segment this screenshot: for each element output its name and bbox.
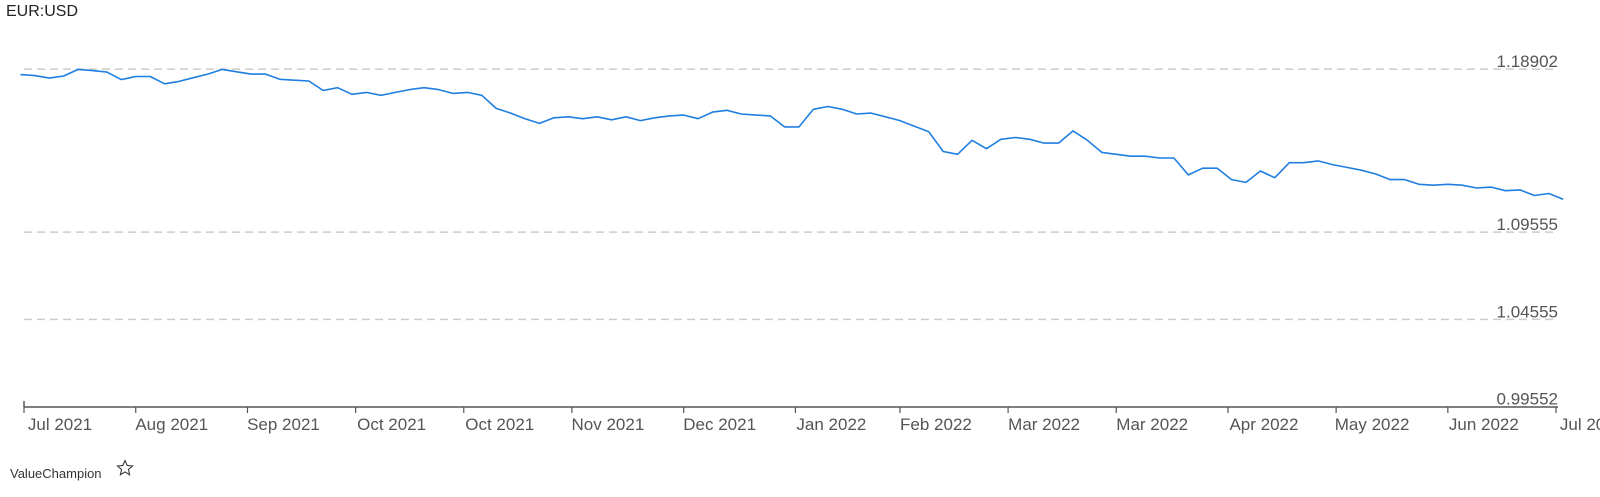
x-tick-label-14: Jul 2022	[1560, 415, 1600, 434]
x-tick-label-3: Oct 2021	[357, 415, 426, 434]
x-tick-label-1: Aug 2021	[135, 415, 208, 434]
chart-title: EUR:USD	[6, 3, 79, 20]
axes	[23, 401, 1558, 413]
x-tick-label-11: Apr 2022	[1229, 415, 1298, 434]
x-tick-label-9: Mar 2022	[1008, 415, 1080, 434]
grid-lines	[24, 68, 1556, 321]
series-layer	[20, 68, 1564, 201]
y-tick-label-2: 1.04555	[1497, 302, 1558, 321]
x-axis-labels: Jul 2021 Aug 2021 Sep 2021 Oct 2021 Oct 2021…	[28, 415, 1600, 434]
x-tick-label-6: Dec 2021	[683, 415, 756, 434]
x-tick-label-8: Feb 2022	[900, 415, 972, 434]
brand-logo-text: ValueChampion	[10, 466, 102, 481]
star-icon	[116, 459, 134, 476]
y-tick-label-3: 0.99552	[1497, 390, 1558, 409]
x-tick-label-5: Nov 2021	[572, 415, 645, 434]
x-tick-label-2: Sep 2021	[247, 415, 320, 434]
series-line-0	[20, 68, 1564, 201]
x-tick-label-10: Mar 2022	[1116, 415, 1188, 434]
y-tick-label-0: 1.18902	[1497, 52, 1558, 71]
y-axis-labels: 1.18902 1.09555 1.04555 0.99552	[1497, 52, 1558, 408]
eurusd-line-chart: 1.18902 1.09555 1.04555 0.99552 Jul 2021 Aug…	[20, 52, 1600, 434]
x-tick-label-12: May 2022	[1335, 415, 1410, 434]
x-tick-label-4: Oct 2021	[465, 415, 534, 434]
x-tick-label-0: Jul 2021	[28, 415, 92, 434]
y-tick-label-1: 1.09555	[1497, 215, 1558, 234]
x-tick-label-13: Jun 2022	[1449, 415, 1519, 434]
x-tick-label-7: Jan 2022	[796, 415, 866, 434]
